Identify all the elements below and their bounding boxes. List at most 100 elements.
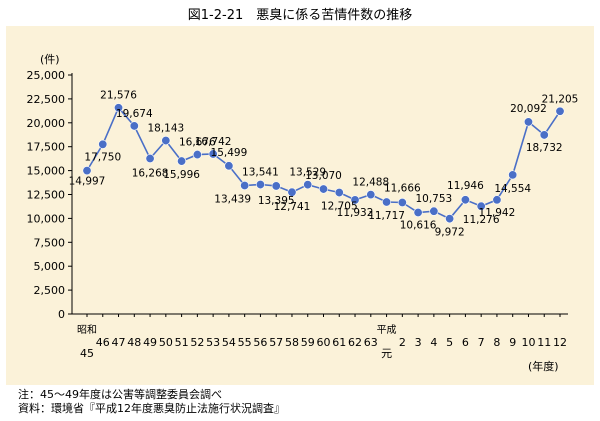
data-label: 16,268: [132, 167, 169, 179]
data-point: [98, 139, 108, 149]
data-point: [177, 156, 187, 166]
y-tick-label: 2,500: [34, 284, 66, 297]
x-tick-label: 5: [446, 336, 453, 349]
data-label: 11,932: [337, 207, 374, 219]
data-point: [382, 197, 392, 207]
data-label: 14,554: [494, 183, 531, 195]
x-tick-label: 58: [285, 336, 299, 349]
x-ticks: 46 47 48 49 50 51 52 53 54 55 56 57 58 59 60 61 62 63 2 3 4 5…: [77, 314, 567, 360]
x-tick-label: 8: [493, 336, 500, 349]
data-label: 17,750: [84, 151, 121, 163]
data-label: 15,996: [163, 169, 200, 181]
x-tick-label: 59: [301, 336, 315, 349]
x-tick-label: 11: [537, 336, 551, 349]
data-label: 14,997: [69, 176, 106, 188]
data-point: [508, 170, 518, 180]
y-tick-label: 5,000: [34, 260, 66, 273]
data-label: 10,753: [415, 193, 452, 205]
x-era-sublabel: 45: [80, 347, 94, 360]
x-tick-label: 48: [127, 336, 141, 349]
x-tick-label: 2: [399, 336, 406, 349]
data-label: 21,576: [100, 90, 137, 102]
data-label: 12,741: [274, 201, 311, 213]
data-point: [255, 180, 265, 190]
data-point: [555, 106, 565, 116]
axes: [71, 73, 568, 315]
data-point: [366, 190, 376, 200]
data-label: 11,276: [463, 214, 500, 226]
data-label: 11,717: [368, 210, 405, 222]
x-tick-label: 3: [415, 336, 422, 349]
x-axis-label: (年度): [528, 359, 559, 373]
data-point: [145, 153, 155, 163]
x-era-sublabel: 元: [381, 347, 392, 360]
data-label: 11,666: [384, 182, 421, 194]
x-tick-label: 54: [222, 336, 236, 349]
y-tick-label: 20,000: [27, 117, 66, 130]
data-label: 11,946: [447, 180, 484, 192]
y-tick-label: 25,000: [27, 69, 66, 82]
data-point: [539, 130, 549, 140]
data-label: 20,092: [510, 103, 547, 115]
data-label: 13,529: [289, 167, 326, 179]
x-tick-label: 50: [159, 336, 173, 349]
data-point: [271, 181, 281, 191]
data-point: [476, 201, 486, 211]
data-point: [82, 166, 92, 176]
y-tick-label: 15,000: [27, 165, 66, 178]
data-label: 15,499: [211, 147, 248, 159]
x-tick-label: 52: [190, 336, 204, 349]
data-label: 11,942: [479, 207, 516, 219]
data-label: 9,972: [435, 227, 465, 239]
data-label: 16,676: [179, 137, 216, 149]
data-point: [240, 181, 250, 191]
data-label: 12,705: [321, 201, 358, 213]
data-label: 18,143: [147, 123, 184, 135]
y-tick-label: 10,000: [27, 212, 66, 225]
x-tick-label: 56: [253, 336, 267, 349]
data-label: 12,488: [352, 177, 389, 189]
data-labels: 14,997 17,750 21,576 19,674 16,268 18,143 15,9…: [69, 90, 579, 239]
x-tick-label: 53: [206, 336, 220, 349]
x-era-label: 平成: [377, 324, 397, 336]
data-point: [303, 180, 313, 190]
note-source-committee: 注：45～49年度は公害等調整委員会調べ: [18, 388, 222, 401]
data-point: [445, 214, 455, 224]
data-point: [224, 161, 234, 171]
data-label: 13,439: [214, 194, 251, 206]
data-point: [350, 195, 360, 205]
data-label: 10,616: [400, 220, 437, 232]
notes: 注：45～49年度は公害等調整委員会調べ 資料：環境省『平成12年度悪臭防止法施…: [18, 388, 285, 416]
x-tick-label: 47: [112, 336, 126, 349]
x-tick-label: 9: [509, 336, 516, 349]
x-tick-label: 55: [238, 336, 252, 349]
x-tick-label: 46: [96, 336, 110, 349]
data-label: 16,742: [195, 136, 232, 148]
x-tick-label: 60: [317, 336, 331, 349]
y-tick-label: 7,500: [34, 236, 66, 249]
y-tick-label: 17,500: [27, 141, 66, 154]
data-point: [397, 197, 407, 207]
x-tick-label: 57: [269, 336, 283, 349]
data-point: [429, 206, 439, 216]
y-tick-label: 22,500: [27, 93, 66, 106]
data-point: [523, 117, 533, 127]
x-tick-label: 62: [348, 336, 362, 349]
figure-title: 図1-2-21 悪臭に係る苦情件数の推移: [187, 8, 413, 23]
data-point: [413, 208, 423, 218]
x-tick-label: 6: [462, 336, 469, 349]
data-point: [287, 187, 297, 197]
x-era-label: 昭和: [77, 324, 97, 336]
x-tick-label: 12: [553, 336, 567, 349]
data-point: [161, 136, 171, 146]
x-tick-label: 4: [430, 336, 437, 349]
x-tick-label: 7: [478, 336, 485, 349]
x-tick-label: 51: [175, 336, 189, 349]
data-label: 18,732: [526, 142, 563, 154]
data-point: [192, 150, 202, 160]
data-label: 13,395: [258, 195, 295, 207]
data-point: [114, 103, 124, 113]
x-tick-label: 49: [143, 336, 157, 349]
y-ticks: 0 2,500 5,000 7,500 10,000 12,500 15,000 17,500…: [27, 69, 72, 321]
